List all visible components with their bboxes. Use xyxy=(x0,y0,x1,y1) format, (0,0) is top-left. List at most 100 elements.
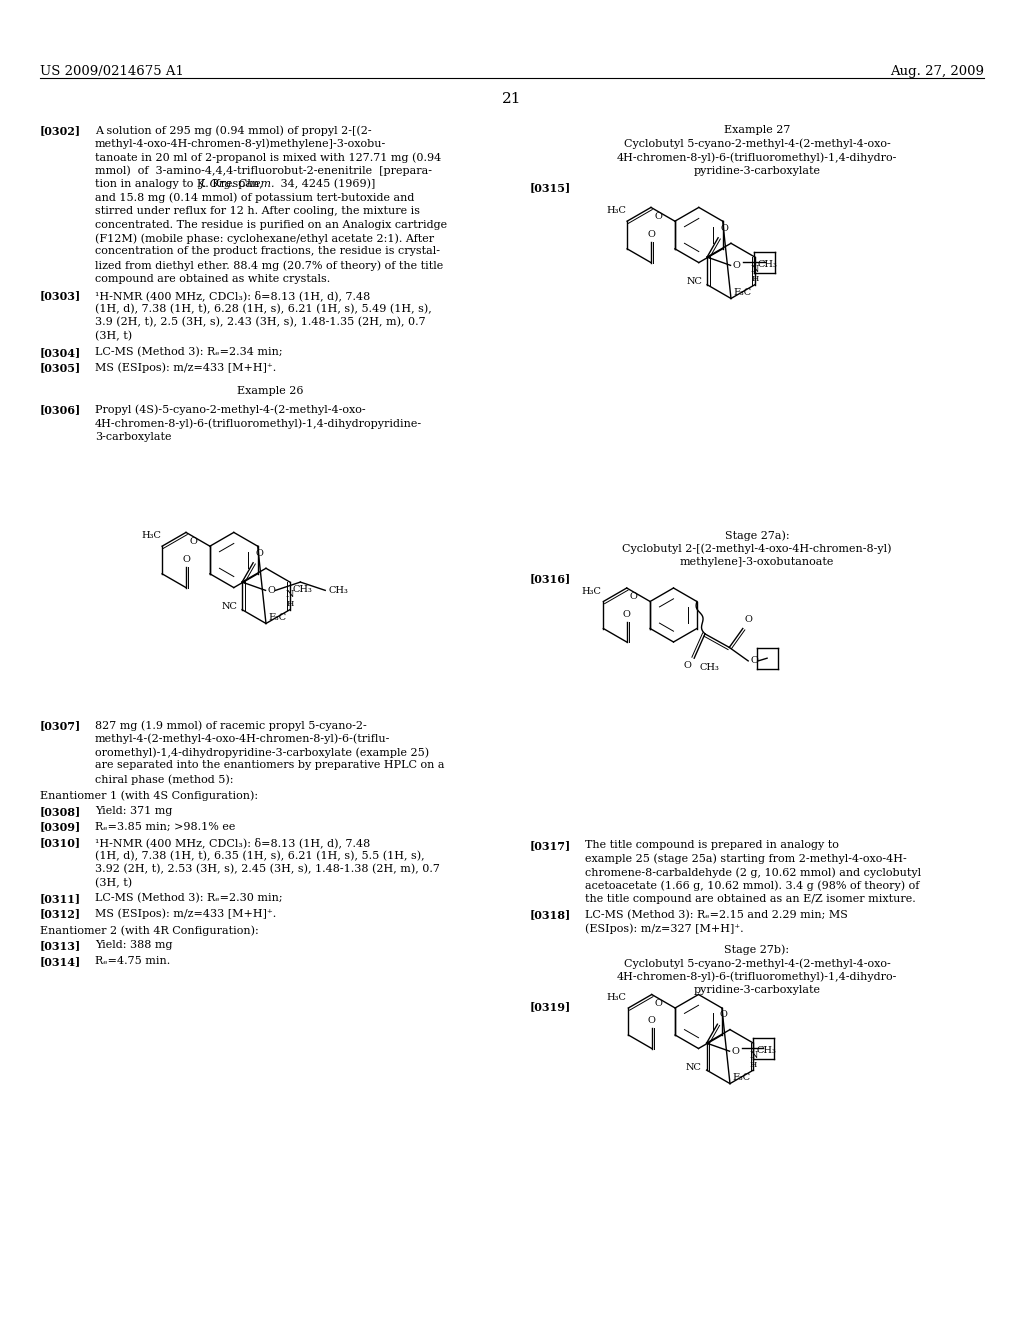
Text: oromethyl)-1,4-dihydropyridine-3-carboxylate (example 25): oromethyl)-1,4-dihydropyridine-3-carboxy… xyxy=(95,747,429,758)
Text: (3H, t): (3H, t) xyxy=(95,878,132,888)
Text: LC-MS (Method 3): Rₑ=2.34 min;: LC-MS (Method 3): Rₑ=2.34 min; xyxy=(95,347,283,358)
Text: F₃C: F₃C xyxy=(268,612,287,622)
Text: Aug. 27, 2009: Aug. 27, 2009 xyxy=(890,65,984,78)
Text: 4H-chromen-8-yl)-6-(trifluoromethyl)-1,4-dihydropyridine-: 4H-chromen-8-yl)-6-(trifluoromethyl)-1,4… xyxy=(95,418,422,429)
Text: H: H xyxy=(752,275,759,282)
Text: stirred under reflux for 12 h. After cooling, the mixture is: stirred under reflux for 12 h. After coo… xyxy=(95,206,420,216)
Text: [0307]: [0307] xyxy=(40,719,81,731)
Text: [0314]: [0314] xyxy=(40,956,81,968)
Text: LC-MS (Method 3): Rₑ=2.15 and 2.29 min; MS: LC-MS (Method 3): Rₑ=2.15 and 2.29 min; … xyxy=(585,909,848,920)
Text: [0304]: [0304] xyxy=(40,347,81,358)
Text: N: N xyxy=(286,590,294,599)
Text: CH₃: CH₃ xyxy=(293,585,312,594)
Text: 34, 4245 (1969)]: 34, 4245 (1969)] xyxy=(278,180,376,189)
Text: are separated into the enantiomers by preparative HPLC on a: are separated into the enantiomers by pr… xyxy=(95,760,444,771)
Text: (1H, d), 7.38 (1H, t), 6.28 (1H, s), 6.21 (1H, s), 5.49 (1H, s),: (1H, d), 7.38 (1H, t), 6.28 (1H, s), 6.2… xyxy=(95,304,432,314)
Text: 3.92 (2H, t), 2.53 (3H, s), 2.45 (3H, s), 1.48-1.38 (2H, m), 0.7: 3.92 (2H, t), 2.53 (3H, s), 2.45 (3H, s)… xyxy=(95,865,440,874)
Text: US 2009/0214675 A1: US 2009/0214675 A1 xyxy=(40,65,184,78)
Text: The title compound is prepared in analogy to: The title compound is prepared in analog… xyxy=(585,840,839,850)
Text: N: N xyxy=(751,265,759,275)
Text: O: O xyxy=(720,1010,727,1019)
Text: (3H, t): (3H, t) xyxy=(95,330,132,341)
Text: CH₃: CH₃ xyxy=(757,1045,776,1055)
Text: and 15.8 mg (0.14 mmol) of potassium tert-butoxide and: and 15.8 mg (0.14 mmol) of potassium ter… xyxy=(95,193,415,203)
Text: H₃C: H₃C xyxy=(141,531,161,540)
Text: Stage 27a):: Stage 27a): xyxy=(725,531,790,541)
Text: [0315]: [0315] xyxy=(530,182,571,193)
Text: O: O xyxy=(751,656,758,665)
Text: Enantiomer 1 (with 4S Configuration):: Enantiomer 1 (with 4S Configuration): xyxy=(40,791,258,801)
Text: O: O xyxy=(731,1047,739,1056)
Text: Example 27: Example 27 xyxy=(724,125,791,135)
Text: lized from diethyl ether. 88.4 mg (20.7% of theory) of the title: lized from diethyl ether. 88.4 mg (20.7%… xyxy=(95,260,443,271)
Text: 3-carboxylate: 3-carboxylate xyxy=(95,432,171,441)
Text: O: O xyxy=(255,549,263,558)
Text: ¹H-NMR (400 MHz, CDCl₃): δ=8.13 (1H, d), 7.48: ¹H-NMR (400 MHz, CDCl₃): δ=8.13 (1H, d),… xyxy=(95,837,371,847)
Text: chromene-8-carbaldehyde (2 g, 10.62 mmol) and cyclobutyl: chromene-8-carbaldehyde (2 g, 10.62 mmol… xyxy=(585,867,922,878)
Text: [0303]: [0303] xyxy=(40,290,81,301)
Text: O: O xyxy=(189,537,197,545)
Text: [0313]: [0313] xyxy=(40,940,81,952)
Text: [0309]: [0309] xyxy=(40,821,81,833)
Text: pyridine-3-carboxylate: pyridine-3-carboxylate xyxy=(693,985,820,995)
Text: O: O xyxy=(654,999,663,1007)
Text: 3.9 (2H, t), 2.5 (3H, s), 2.43 (3H, s), 1.48-1.35 (2H, m), 0.7: 3.9 (2H, t), 2.5 (3H, s), 2.43 (3H, s), … xyxy=(95,317,426,327)
Text: chiral phase (method 5):: chiral phase (method 5): xyxy=(95,774,233,784)
Text: CH₃: CH₃ xyxy=(699,663,719,672)
Text: Rₑ=4.75 min.: Rₑ=4.75 min. xyxy=(95,956,170,966)
Text: acetoacetate (1.66 g, 10.62 mmol). 3.4 g (98% of theory) of: acetoacetate (1.66 g, 10.62 mmol). 3.4 g… xyxy=(585,880,920,891)
Text: MS (ESIpos): m/z=433 [M+H]⁺.: MS (ESIpos): m/z=433 [M+H]⁺. xyxy=(95,363,276,374)
Text: concentrated. The residue is purified on an Analogix cartridge: concentrated. The residue is purified on… xyxy=(95,219,447,230)
Text: [0310]: [0310] xyxy=(40,837,81,847)
Text: Propyl (4S)-5-cyano-2-methyl-4-(2-methyl-4-oxo-: Propyl (4S)-5-cyano-2-methyl-4-(2-methyl… xyxy=(95,404,366,414)
Text: compound are obtained as white crystals.: compound are obtained as white crystals. xyxy=(95,273,331,284)
Text: NC: NC xyxy=(221,602,238,611)
Text: O: O xyxy=(732,261,740,269)
Text: (F12M) (mobile phase: cyclohexane/ethyl acetate 2:1). After: (F12M) (mobile phase: cyclohexane/ethyl … xyxy=(95,234,434,244)
Text: 4H-chromen-8-yl)-6-(trifluoromethyl)-1,4-dihydro-: 4H-chromen-8-yl)-6-(trifluoromethyl)-1,4… xyxy=(616,972,897,982)
Text: O: O xyxy=(647,230,655,239)
Text: O: O xyxy=(267,586,275,595)
Text: (1H, d), 7.38 (1H, t), 6.35 (1H, s), 6.21 (1H, s), 5.5 (1H, s),: (1H, d), 7.38 (1H, t), 6.35 (1H, s), 6.2… xyxy=(95,850,425,861)
Text: [0306]: [0306] xyxy=(40,404,81,416)
Text: [0317]: [0317] xyxy=(530,840,571,851)
Text: methyl-4-(2-methyl-4-oxo-4H-chromen-8-yl)-6-(triflu-: methyl-4-(2-methyl-4-oxo-4H-chromen-8-yl… xyxy=(95,734,390,744)
Text: NC: NC xyxy=(686,1063,701,1072)
Text: H: H xyxy=(750,1061,757,1069)
Text: [0305]: [0305] xyxy=(40,363,81,374)
Text: tanoate in 20 ml of 2-propanol is mixed with 127.71 mg (0.94: tanoate in 20 ml of 2-propanol is mixed … xyxy=(95,152,441,162)
Text: H₃C: H₃C xyxy=(582,586,602,595)
Text: the title compound are obtained as an E/Z isomer mixture.: the title compound are obtained as an E/… xyxy=(585,894,915,904)
Text: F₃C: F₃C xyxy=(732,1073,751,1082)
Text: 4H-chromen-8-yl)-6-(trifluoromethyl)-1,4-dihydro-: 4H-chromen-8-yl)-6-(trifluoromethyl)-1,4… xyxy=(616,152,897,162)
Text: (ESIpos): m/z=327 [M+H]⁺.: (ESIpos): m/z=327 [M+H]⁺. xyxy=(585,923,743,933)
Text: Rₑ=3.85 min; >98.1% ee: Rₑ=3.85 min; >98.1% ee xyxy=(95,821,236,832)
Text: [0308]: [0308] xyxy=(40,807,81,817)
Text: [0302]: [0302] xyxy=(40,125,81,136)
Text: ¹H-NMR (400 MHz, CDCl₃): δ=8.13 (1H, d), 7.48: ¹H-NMR (400 MHz, CDCl₃): δ=8.13 (1H, d),… xyxy=(95,290,371,301)
Text: 21: 21 xyxy=(502,92,522,106)
Text: O: O xyxy=(744,615,753,624)
Text: [0316]: [0316] xyxy=(530,573,571,585)
Text: O: O xyxy=(630,593,637,601)
Text: O: O xyxy=(654,211,662,220)
Text: Cyclobutyl 5-cyano-2-methyl-4-(2-methyl-4-oxo-: Cyclobutyl 5-cyano-2-methyl-4-(2-methyl-… xyxy=(624,139,891,149)
Text: 827 mg (1.9 mmol) of racemic propyl 5-cyano-2-: 827 mg (1.9 mmol) of racemic propyl 5-cy… xyxy=(95,719,367,730)
Text: CH₃: CH₃ xyxy=(329,586,348,595)
Text: Cyclobutyl 5-cyano-2-methyl-4-(2-methyl-4-oxo-: Cyclobutyl 5-cyano-2-methyl-4-(2-methyl-… xyxy=(624,958,891,969)
Text: J. Org. Chem.: J. Org. Chem. xyxy=(200,180,275,189)
Text: Stage 27b):: Stage 27b): xyxy=(724,945,790,956)
Text: [0319]: [0319] xyxy=(530,1002,571,1012)
Text: [0311]: [0311] xyxy=(40,894,81,904)
Text: O: O xyxy=(623,610,631,619)
Text: tion in analogy to K. Krespan,: tion in analogy to K. Krespan, xyxy=(95,180,266,189)
Text: methylene]-3-oxobutanoate: methylene]-3-oxobutanoate xyxy=(680,557,835,568)
Text: methyl-4-oxo-4H-chromen-8-yl)methylene]-3-oxobu-: methyl-4-oxo-4H-chromen-8-yl)methylene]-… xyxy=(95,139,386,149)
Text: A solution of 295 mg (0.94 mmol) of propyl 2-[(2-: A solution of 295 mg (0.94 mmol) of prop… xyxy=(95,125,372,136)
Text: example 25 (stage 25a) starting from 2-methyl-4-oxo-4H-: example 25 (stage 25a) starting from 2-m… xyxy=(585,854,906,865)
Text: Example 26: Example 26 xyxy=(237,385,303,396)
Text: Enantiomer 2 (with 4R Configuration):: Enantiomer 2 (with 4R Configuration): xyxy=(40,925,259,936)
Text: O: O xyxy=(720,224,728,232)
Text: Yield: 371 mg: Yield: 371 mg xyxy=(95,807,172,816)
Text: Cyclobutyl 2-[(2-methyl-4-oxo-4H-chromen-8-yl): Cyclobutyl 2-[(2-methyl-4-oxo-4H-chromen… xyxy=(623,544,892,554)
